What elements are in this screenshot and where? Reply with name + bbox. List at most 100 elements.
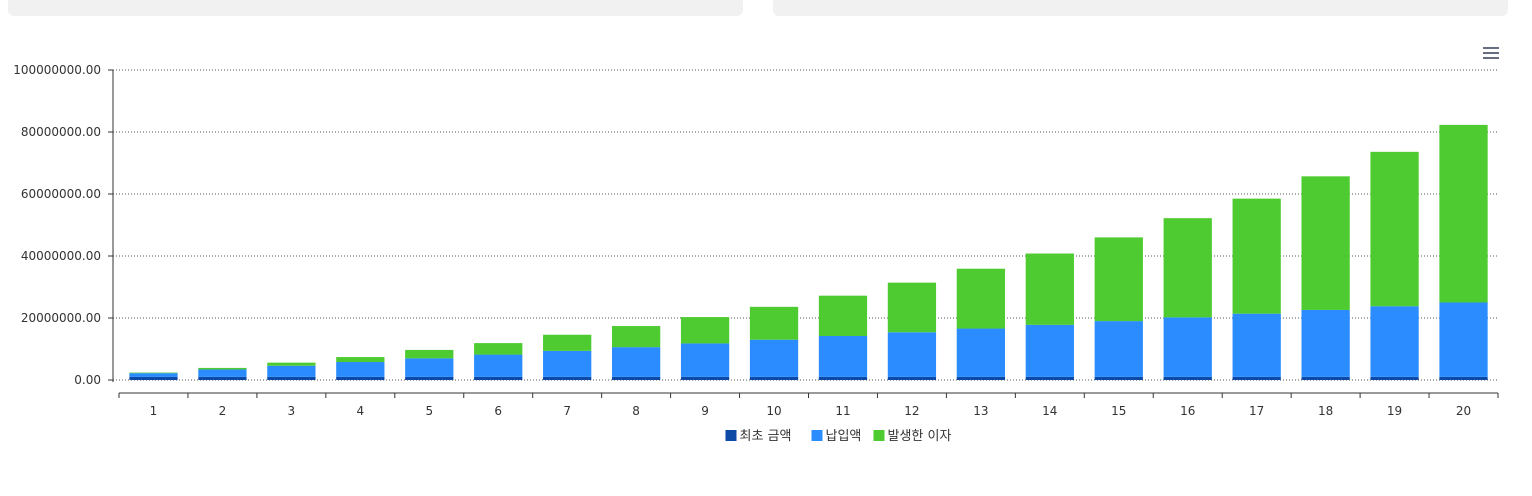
x-tick-label: 3 <box>288 404 296 418</box>
x-tick-label: 10 <box>766 404 781 418</box>
x-tick-label: 16 <box>1180 404 1195 418</box>
bar-segment <box>336 362 385 377</box>
x-tick-label: 19 <box>1387 404 1402 418</box>
bar-segment <box>1232 313 1281 377</box>
bar-segment <box>1439 302 1488 377</box>
bar-segment <box>1232 376 1281 380</box>
bar-segment <box>887 332 937 377</box>
bar-segment <box>336 357 385 363</box>
bar-segment <box>1025 376 1074 380</box>
bar-segment <box>1025 324 1074 377</box>
bar-segment <box>1094 321 1143 377</box>
bar-segment <box>267 376 316 380</box>
bar-segment <box>336 376 385 380</box>
legend-swatch <box>811 430 823 441</box>
legend: 최초 금액 납입액 발생한 이자 <box>725 429 952 444</box>
bar-segment <box>474 343 523 355</box>
bar-segment <box>543 334 592 351</box>
bar-segment <box>198 369 247 377</box>
bar-segment <box>405 349 454 359</box>
bar-segment <box>129 372 178 374</box>
y-tick-label: 60000000.00 <box>21 187 101 201</box>
bar-segment <box>267 365 316 377</box>
bar-segment <box>611 376 661 380</box>
legend-swatch <box>873 430 885 441</box>
x-tick-label: 13 <box>973 404 988 418</box>
bar-segment <box>1025 253 1074 325</box>
bar-segment <box>198 367 247 370</box>
bar-segment <box>1301 176 1350 310</box>
bars <box>129 124 1488 380</box>
grid-lines <box>113 69 1498 381</box>
bar-segment <box>818 335 868 377</box>
bar-segment <box>818 295 868 336</box>
bar-segment <box>1232 198 1281 314</box>
legend-swatch <box>725 430 737 441</box>
bar-segment <box>887 376 937 380</box>
x-tick-label: 5 <box>425 404 433 418</box>
x-tick-label: 20 <box>1456 404 1471 418</box>
bar-segment <box>129 376 178 380</box>
bar-segment <box>1301 309 1350 377</box>
legend-label: 발생한 이자 <box>888 429 952 444</box>
bar-segment <box>198 376 247 380</box>
top-panel-right <box>773 0 1508 16</box>
bar-segment <box>1163 218 1212 318</box>
bar-segment <box>611 326 661 348</box>
bar-segment <box>1439 376 1488 380</box>
y-tick-label: 20000000.00 <box>21 311 101 325</box>
x-tick-label: 12 <box>904 404 919 418</box>
bar-segment <box>474 354 523 377</box>
bar-segment <box>405 376 454 380</box>
bar-segment <box>680 343 730 377</box>
hamburger-menu-icon[interactable] <box>1478 44 1504 64</box>
bar-segment <box>474 376 523 380</box>
x-tick-label: 1 <box>150 404 158 418</box>
bar-segment <box>1163 317 1212 377</box>
x-tick-label: 9 <box>701 404 709 418</box>
x-tick-label: 15 <box>1111 404 1126 418</box>
bar-segment <box>1094 237 1143 322</box>
bar-segment <box>956 328 1006 377</box>
y-tick-label: 100000000.00 <box>13 63 101 77</box>
bar-segment <box>267 362 316 366</box>
x-tick-label: 11 <box>835 404 850 418</box>
y-tick-label: 80000000.00 <box>21 125 101 139</box>
bar-segment <box>405 358 454 377</box>
bar-segment <box>749 376 799 380</box>
x-tick-label: 8 <box>632 404 640 418</box>
bar-segment <box>543 376 592 380</box>
x-tick-label: 4 <box>357 404 365 418</box>
x-tick-label: 17 <box>1249 404 1264 418</box>
x-tick-label: 7 <box>563 404 571 418</box>
legend-label: 최초 금액 <box>740 429 792 444</box>
bar-segment <box>956 268 1006 329</box>
bar-segment <box>956 376 1006 380</box>
bar-segment <box>749 339 799 377</box>
x-tick-label: 6 <box>494 404 502 418</box>
bar-segment <box>129 373 178 377</box>
legend-label: 납입액 <box>826 429 862 444</box>
bar-segment <box>543 350 592 377</box>
bar-segment <box>680 376 730 380</box>
y-tick-label: 0.00 <box>74 373 101 387</box>
bar-segment <box>611 347 661 377</box>
bar-segment <box>749 306 799 340</box>
bar-segment <box>1094 376 1143 380</box>
bar-segment <box>1301 376 1350 380</box>
top-panel-left <box>8 0 743 16</box>
bar-segment <box>680 317 730 344</box>
x-tick-label: 2 <box>219 404 227 418</box>
x-tick-label: 18 <box>1318 404 1333 418</box>
bar-segment <box>1163 376 1212 380</box>
bar-segment <box>1370 151 1419 307</box>
y-tick-label: 40000000.00 <box>21 249 101 263</box>
bar-segment <box>887 282 937 333</box>
x-tick-label: 14 <box>1042 404 1057 418</box>
bar-segment <box>1439 124 1488 303</box>
axes: 0.00 20000000.00 40000000.00 60000000.00 800… <box>13 63 1499 418</box>
bar-segment <box>1370 376 1419 380</box>
bar-segment <box>818 376 868 380</box>
bar-segment <box>1370 306 1419 377</box>
